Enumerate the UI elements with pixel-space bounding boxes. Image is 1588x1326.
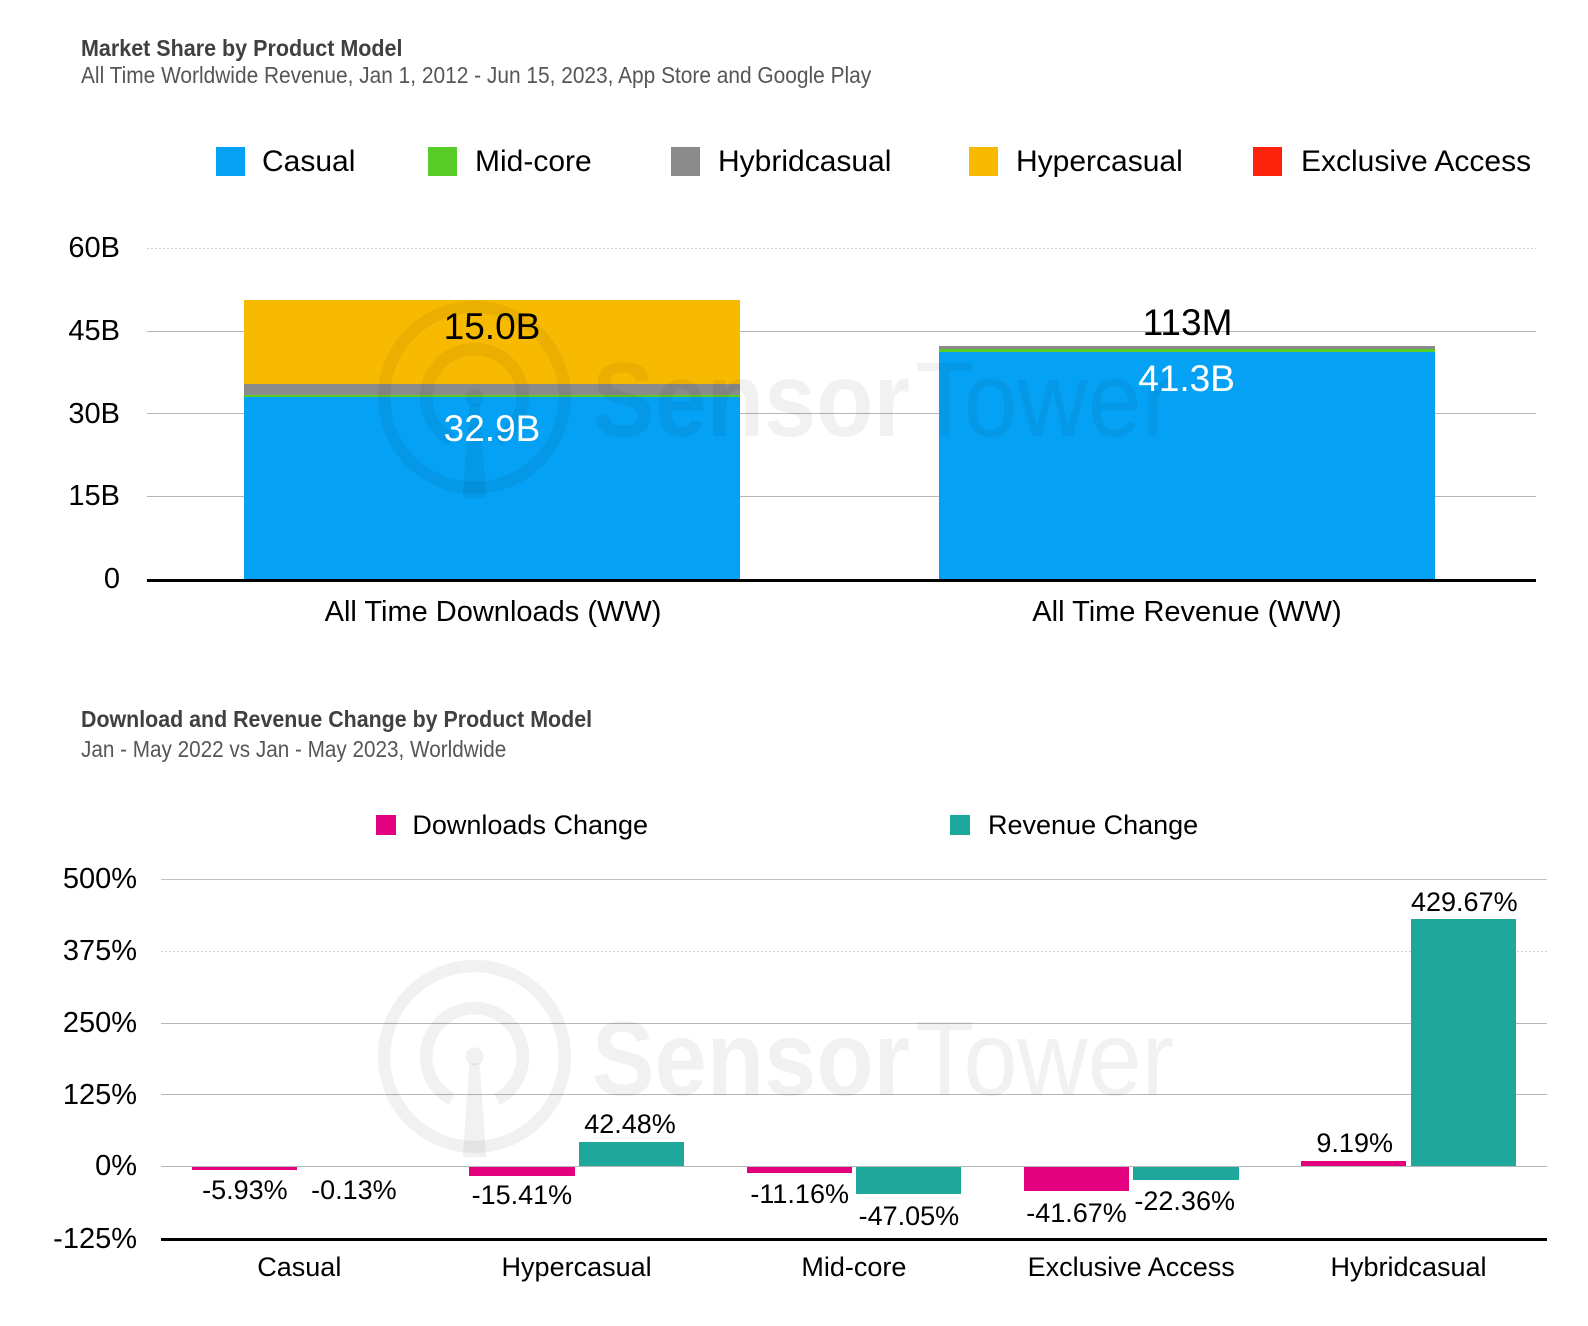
svg-text:Tower: Tower <box>915 341 1174 459</box>
svg-text:Sensor: Sensor <box>592 1000 910 1118</box>
svg-text:Tower: Tower <box>915 1000 1174 1118</box>
svg-text:Sensor: Sensor <box>592 341 910 459</box>
